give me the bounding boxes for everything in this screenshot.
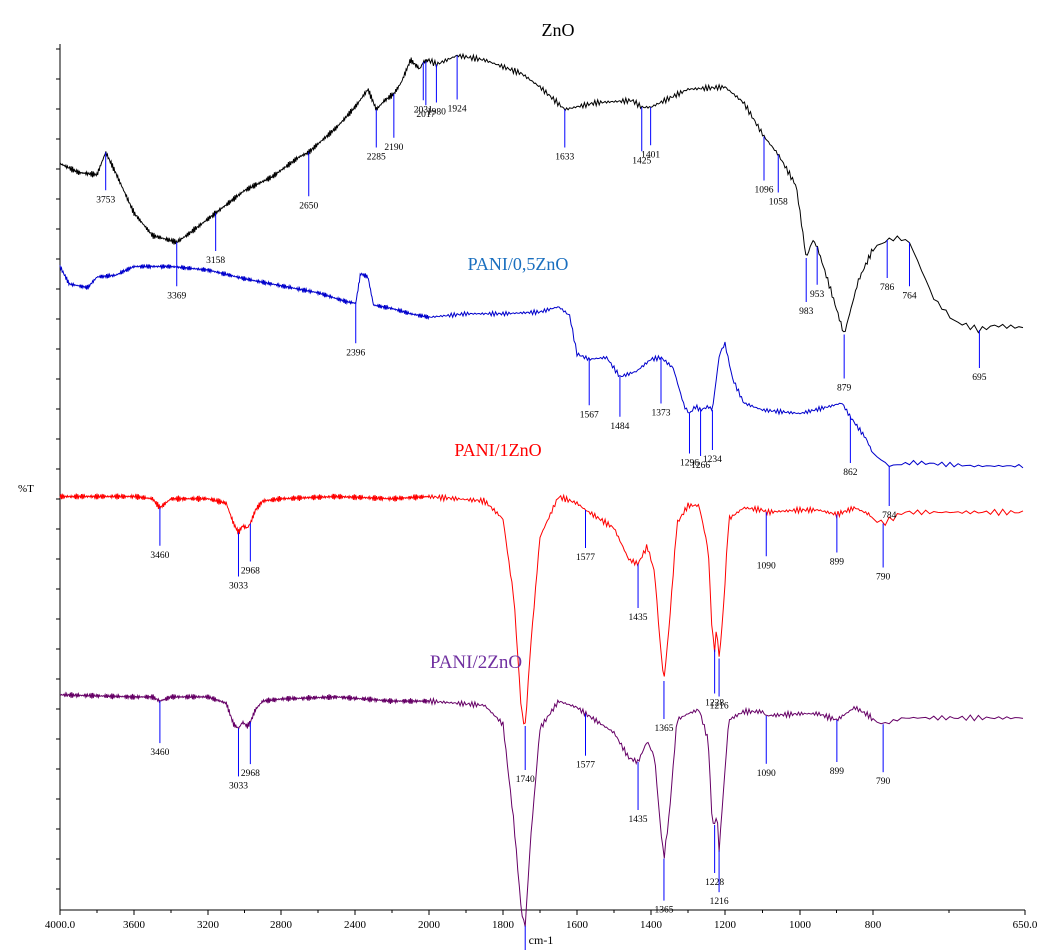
- series-name: PANI/2ZnO: [430, 652, 522, 673]
- peak-label: 790: [876, 777, 891, 787]
- peak-label: 3460: [150, 551, 169, 561]
- x-tick-label: 2400: [344, 919, 367, 931]
- peak-label: 1365: [654, 724, 673, 734]
- peak-label: 1296: [680, 459, 699, 469]
- x-tick-label: 800: [865, 919, 882, 931]
- series-layer: [59, 52, 1024, 927]
- axes: 4000.0 3600 3200 2800 2400 2000 1800 1600 1400 12…: [45, 44, 1038, 931]
- series-line: [59, 52, 1024, 334]
- peak-label: 1980: [427, 108, 446, 118]
- x-tick-label: 650.0: [1013, 919, 1038, 931]
- peak-label: 1435: [629, 613, 648, 623]
- peak-label: 3158: [206, 256, 225, 266]
- peak-label: 1365: [654, 906, 673, 916]
- peak-label: 1740: [516, 775, 535, 785]
- peak-label: 3033: [229, 781, 248, 791]
- peak-label: 953: [810, 290, 825, 300]
- peak-label: 2285: [367, 153, 386, 163]
- peak-label: 1567: [580, 410, 599, 420]
- peak-label: 1633: [555, 153, 574, 163]
- peak-label: 899: [830, 767, 845, 777]
- peak-label: 2968: [241, 567, 260, 577]
- x-tick-label: 3600: [123, 919, 146, 931]
- peak-label: 2968: [241, 769, 260, 779]
- peak-label: 1577: [576, 553, 595, 563]
- peak-label: 1090: [757, 561, 776, 571]
- peak-label: 2396: [346, 348, 365, 358]
- peak-label: 1228: [705, 699, 724, 709]
- x-tick-label: 2000: [418, 919, 441, 931]
- peak-label: 1373: [651, 409, 670, 419]
- x-tick-label: 1800: [492, 919, 515, 931]
- x-tick-label: 1400: [640, 919, 663, 931]
- series-line: [59, 691, 1024, 927]
- x-tick-label: 3200: [197, 919, 220, 931]
- peak-label: 2650: [299, 201, 318, 211]
- series-name: ZnO: [542, 20, 575, 40]
- peak-label: 862: [843, 468, 858, 478]
- series-name: PANI/1ZnO: [454, 440, 541, 460]
- peak-label: 1228: [705, 878, 724, 888]
- peak-label: 879: [837, 384, 852, 394]
- peak-label: 764: [902, 291, 917, 301]
- peak-label: 1401: [641, 150, 660, 160]
- peak-label: 2190: [384, 143, 403, 153]
- x-tick-label: 1200: [714, 919, 737, 931]
- peak-label: 2017: [416, 110, 435, 120]
- x-tick-label: 1000: [789, 919, 812, 931]
- peak-label: 1266: [691, 461, 710, 471]
- x-tick-label: 1600: [566, 919, 589, 931]
- series-line: [59, 493, 1024, 725]
- peak-label: 1058: [769, 198, 788, 208]
- series-names: ZnO PANI/0,5ZnO PANI/1ZnO PANI/2ZnO: [430, 20, 575, 673]
- peak-label: 983: [799, 307, 814, 317]
- peak-label: 784: [882, 511, 897, 521]
- peak-label: 3033: [229, 582, 248, 592]
- peak-label: 1924: [448, 105, 467, 115]
- x-axis-label: cm-1: [529, 933, 554, 947]
- peak-label: 1577: [576, 761, 595, 771]
- peak-label: 3753: [96, 195, 115, 205]
- peak-label: 1435: [629, 815, 648, 825]
- peak-label: 3460: [150, 748, 169, 758]
- peak-label: 1216: [710, 897, 729, 907]
- peak-label: 1216: [710, 702, 729, 712]
- peak-label: 1234: [703, 455, 722, 465]
- peak-label: 899: [830, 558, 845, 568]
- peak-label: 1090: [757, 769, 776, 779]
- peak-label: 1484: [610, 422, 629, 432]
- peak-label: 786: [880, 283, 895, 293]
- x-tick-label: 4000.0: [45, 919, 76, 931]
- x-tick-label: 2800: [270, 919, 293, 931]
- series-name: PANI/0,5ZnO: [468, 254, 569, 274]
- peak-label: 2031: [414, 105, 433, 115]
- peak-label: 1096: [755, 186, 774, 196]
- y-axis-label: %T: [18, 483, 34, 495]
- series-line: [59, 263, 1024, 469]
- peak-label: 695: [972, 373, 987, 383]
- peak-label: 1425: [632, 156, 651, 166]
- peak-label: 3369: [167, 291, 186, 301]
- peak-label: 790: [876, 573, 891, 583]
